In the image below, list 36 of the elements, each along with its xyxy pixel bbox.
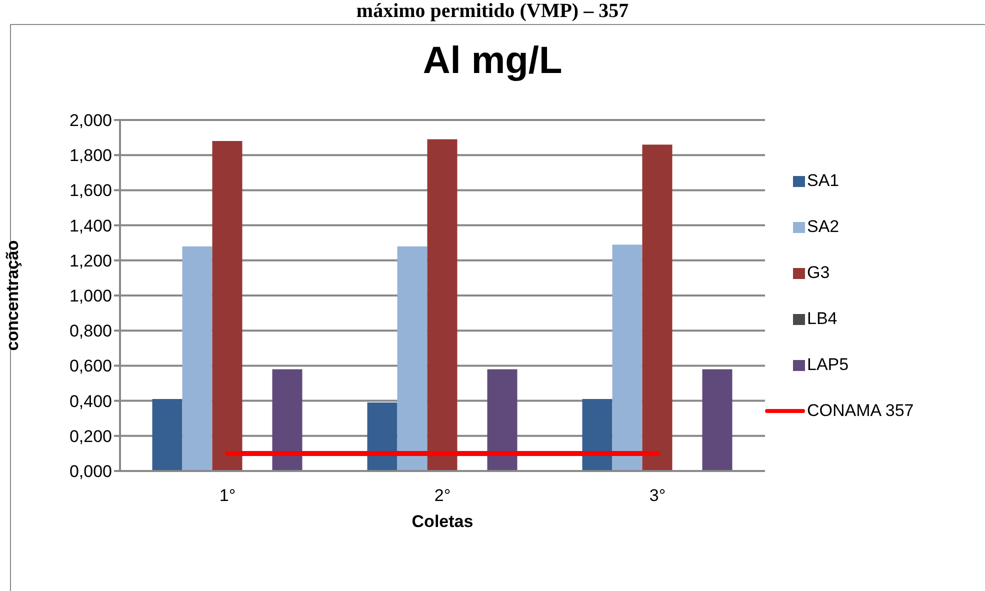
x-tick-label: 3° [649, 486, 666, 506]
y-tick-label: 0,200 [69, 426, 112, 446]
bar [642, 144, 672, 471]
bar [427, 139, 458, 471]
x-tick-label: 1° [219, 486, 236, 506]
x-axis-title: Coletas [412, 512, 474, 531]
bar [152, 399, 182, 471]
legend-label: LAP5 [807, 354, 849, 374]
bar [212, 141, 242, 471]
y-tick-label: 1,400 [69, 216, 112, 236]
chart-title: Al mg/L [422, 40, 564, 83]
legend-label: G3 [807, 262, 830, 282]
bar [367, 402, 398, 471]
bar [397, 246, 428, 471]
legend-label: SA1 [807, 170, 840, 190]
x-tick-label: 2° [434, 486, 451, 506]
legend-label: LB4 [807, 308, 838, 328]
bar [272, 369, 302, 471]
y-tick-label: 1,200 [69, 251, 112, 270]
y-axis-title: concentração [3, 240, 22, 351]
y-tick-label: 1,000 [69, 286, 112, 306]
bar [182, 246, 212, 471]
y-tick-label: 0,000 [69, 462, 112, 482]
bar [582, 399, 612, 471]
y-tick-label: 0,600 [69, 356, 112, 376]
legend-label: SA2 [807, 216, 840, 236]
bar [702, 369, 732, 471]
text: máximo permitido (VMP) – 357 [355, 0, 630, 22]
y-tick-label: 0,800 [69, 322, 112, 341]
y-tick-label: 1,600 [69, 181, 112, 200]
bar [487, 369, 518, 471]
y-tick-label: 2,000 [69, 111, 112, 130]
legend-label: CONAMA 357 [807, 400, 914, 420]
y-tick-label: 0,400 [69, 392, 112, 411]
bar [612, 244, 642, 471]
y-tick-label: 1,800 [69, 146, 112, 166]
